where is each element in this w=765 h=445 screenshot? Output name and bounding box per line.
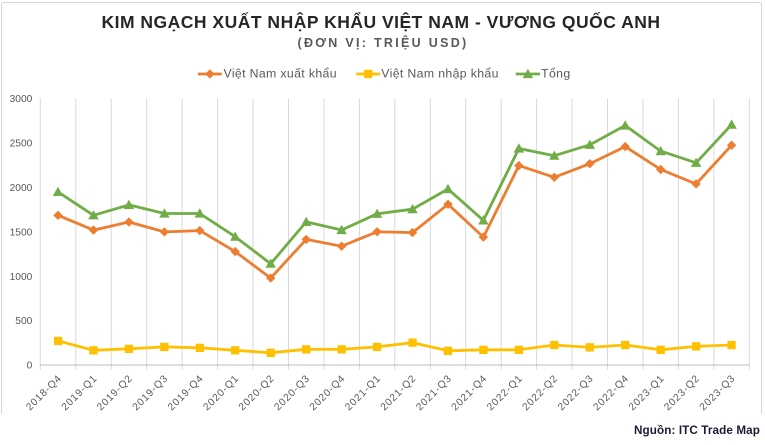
svg-text:Tổng: Tổng [541,67,570,81]
svg-text:2022-Q1: 2022-Q1 [485,373,525,413]
svg-text:2022-Q2: 2022-Q2 [521,373,561,413]
svg-text:1500: 1500 [10,227,33,238]
svg-text:Việt Nam xuất khẩu: Việt Nam xuất khẩu [224,67,337,81]
svg-text:2022-Q4: 2022-Q4 [591,373,631,413]
svg-text:2023-Q2: 2023-Q2 [662,373,702,413]
svg-text:1000: 1000 [10,272,33,283]
svg-text:2023-Q1: 2023-Q1 [627,373,667,413]
svg-text:2021-Q4: 2021-Q4 [450,373,490,413]
svg-text:2021-Q2: 2021-Q2 [379,373,419,413]
svg-text:2022-Q3: 2022-Q3 [556,373,596,413]
svg-text:2000: 2000 [10,183,33,194]
svg-text:Việt Nam nhập khẩu: Việt Nam nhập khẩu [381,67,499,81]
svg-text:2019-Q4: 2019-Q4 [166,373,206,413]
svg-text:2020-Q4: 2020-Q4 [308,373,348,413]
svg-text:500: 500 [15,316,32,327]
svg-text:2020-Q1: 2020-Q1 [201,373,241,413]
svg-text:3000: 3000 [10,94,33,105]
svg-text:2019-Q2: 2019-Q2 [95,373,135,413]
svg-text:2019-Q3: 2019-Q3 [131,373,171,413]
svg-text:2020-Q2: 2020-Q2 [237,373,277,413]
svg-text:0: 0 [27,361,33,372]
svg-text:2020-Q3: 2020-Q3 [272,373,312,413]
svg-text:2019-Q1: 2019-Q1 [60,373,100,413]
svg-text:2018-Q4: 2018-Q4 [24,373,64,413]
svg-text:2500: 2500 [10,139,33,150]
svg-text:2023-Q3: 2023-Q3 [698,373,738,413]
svg-text:2021-Q3: 2021-Q3 [414,373,454,413]
svg-text:2021-Q1: 2021-Q1 [343,373,383,413]
